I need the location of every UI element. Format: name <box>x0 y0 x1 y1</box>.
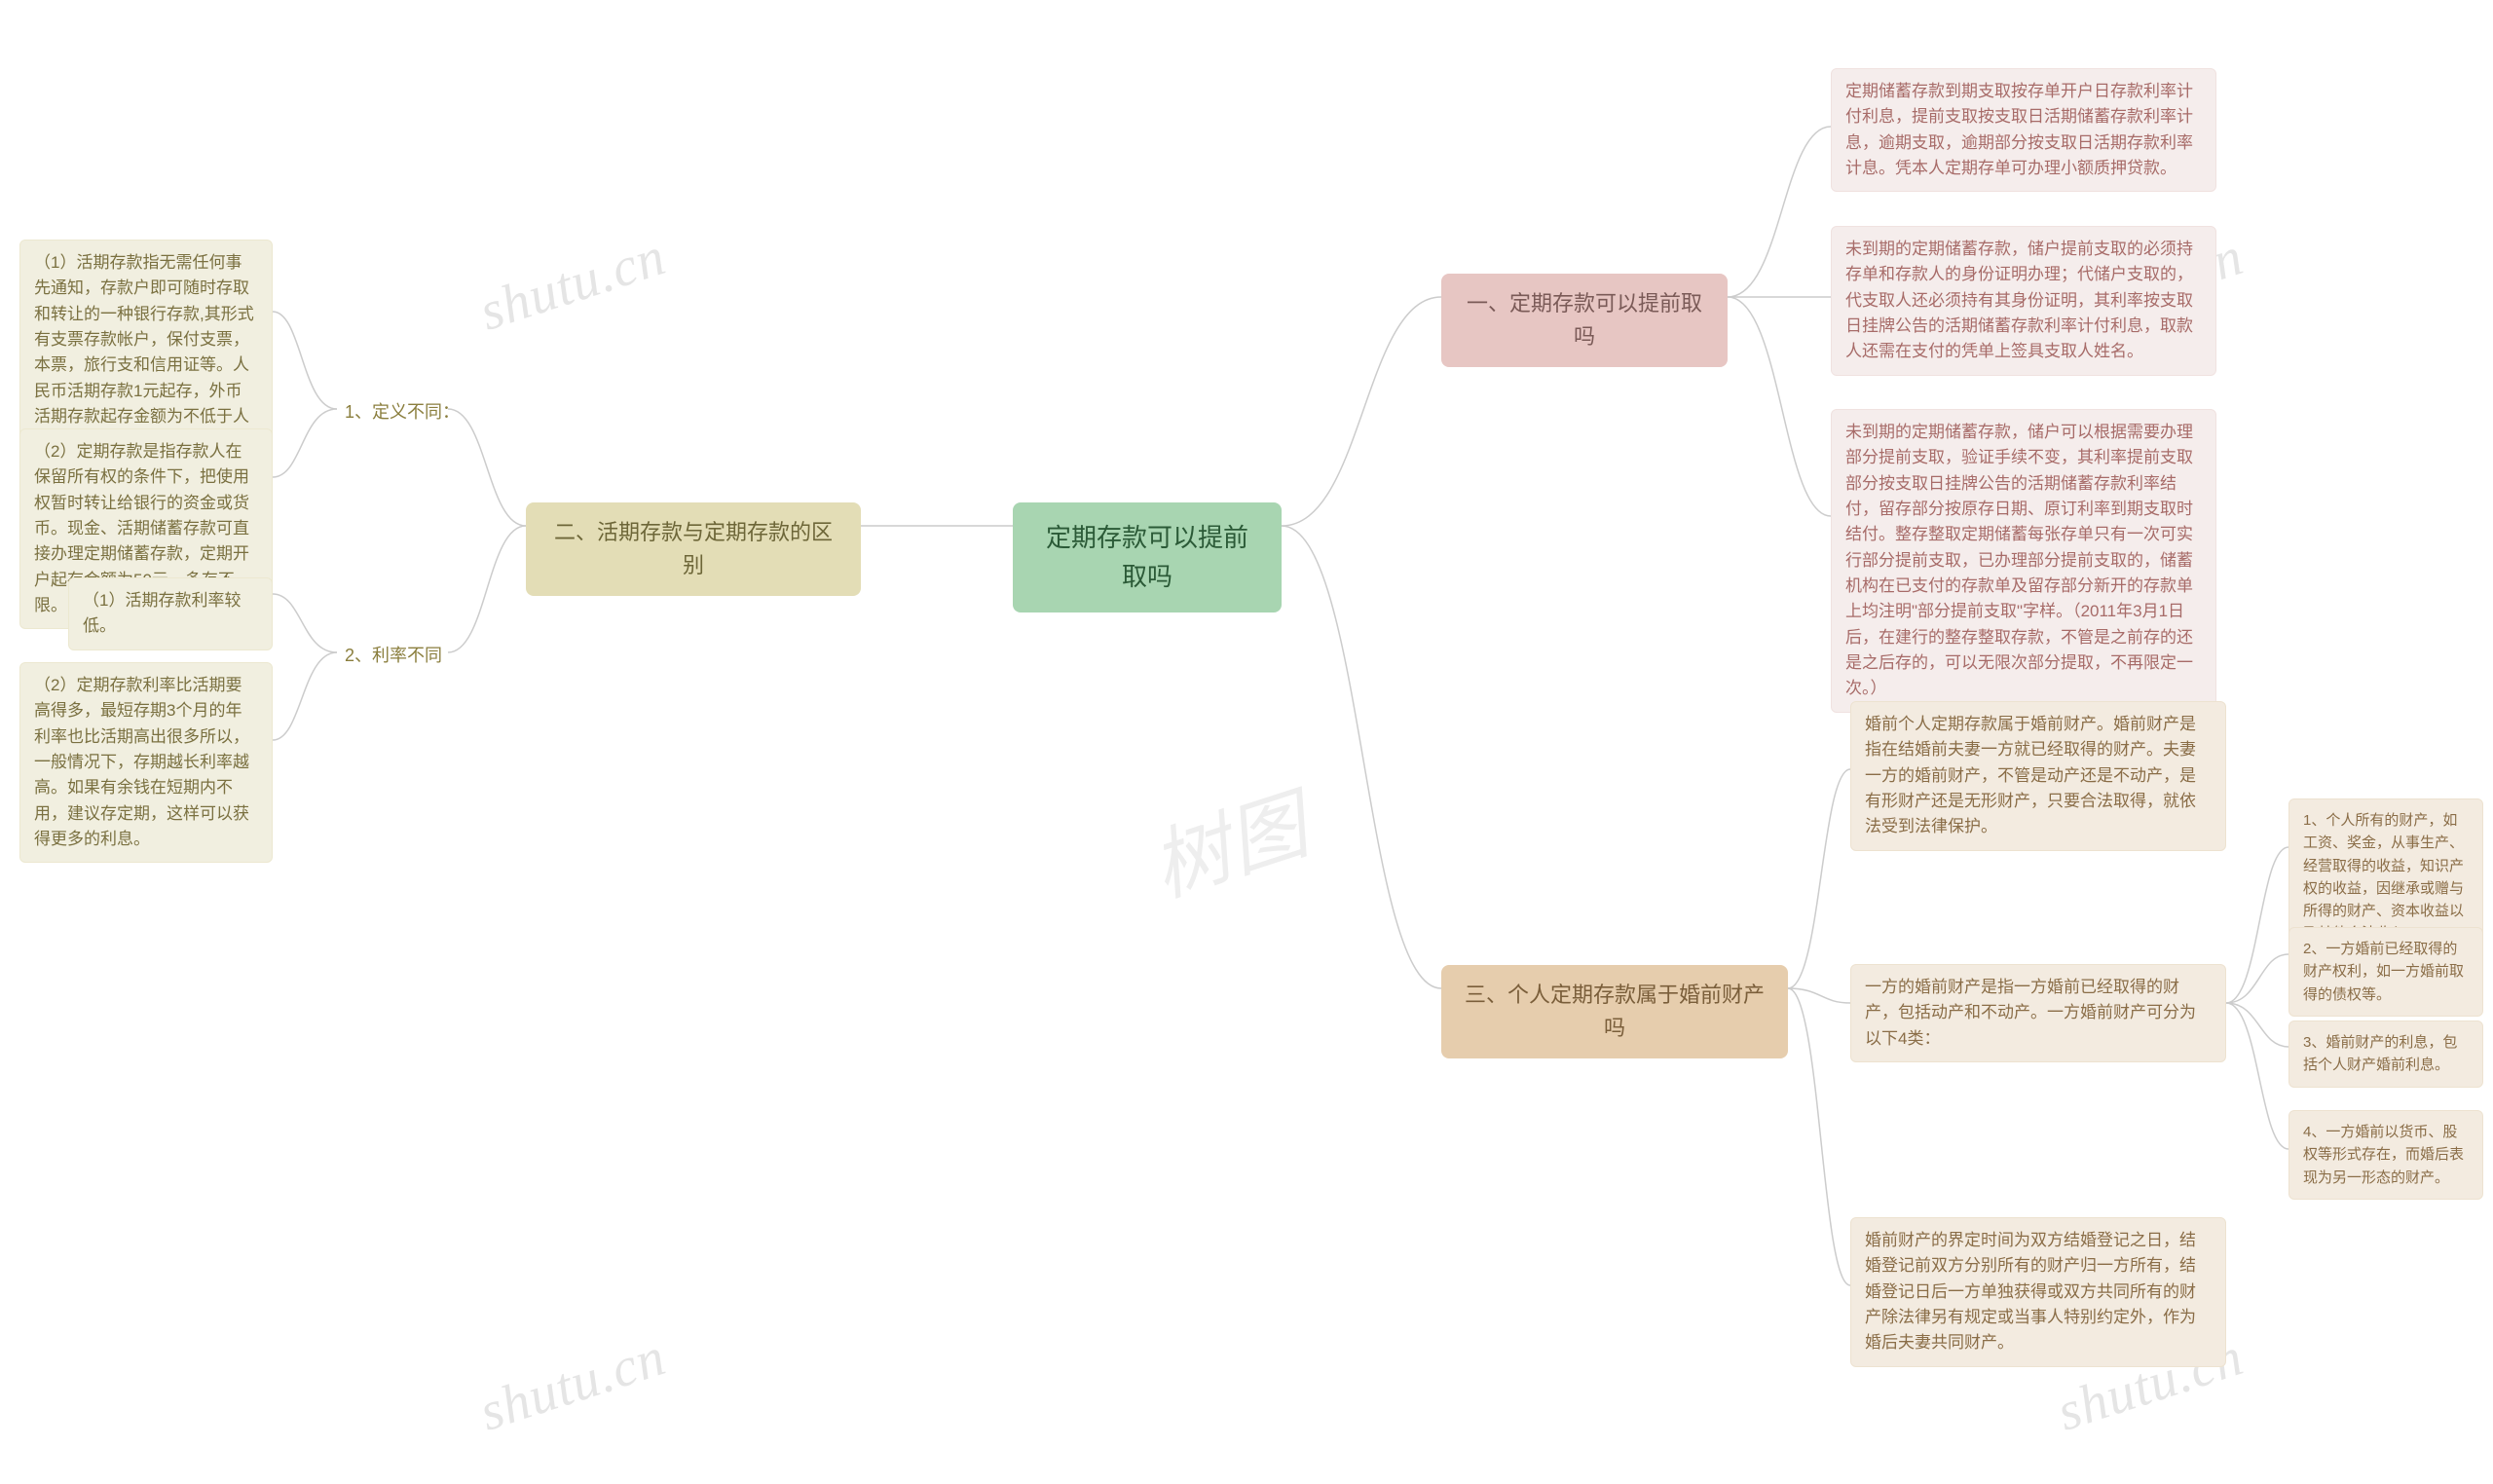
edge-b3-l1 <box>1788 769 1850 988</box>
branch-2[interactable]: 二、活期存款与定期存款的区别 <box>526 502 861 596</box>
b2-sub2-leaf1[interactable]: （1）活期存款利率较低。 <box>68 577 273 650</box>
edge-b2-s2 <box>448 526 526 652</box>
edge-b3-l2 <box>1788 988 1850 1003</box>
watermark: shutu.cn <box>472 225 673 344</box>
b3-leaf-1[interactable]: 婚前个人定期存款属于婚前财产。婚前财产是指在结婚前夫妻一方就已经取得的财产。夫妻… <box>1850 701 2226 851</box>
edge-root-b3 <box>1282 526 1441 988</box>
b3-leaf-3[interactable]: 婚前财产的界定时间为双方结婚登记之日，结婚登记前双方分别所有的财产归一方所有，结… <box>1850 1217 2226 1367</box>
b2-sub2[interactable]: 2、利率不同 <box>337 639 450 674</box>
branch-1[interactable]: 一、定期存款可以提前取吗 <box>1441 274 1728 367</box>
b3-sub2-leaf2[interactable]: 2、一方婚前已经取得的财产权利，如一方婚前取得的债权等。 <box>2288 927 2483 1017</box>
edge-b2s1-l2 <box>273 409 337 477</box>
edge-b3s2-l4 <box>2226 1003 2288 1149</box>
b1-leaf-2[interactable]: 未到期的定期储蓄存款，储户提前支取的必须持存单和存款人的身份证明办理；代储户支取… <box>1831 226 2216 376</box>
b3-sub2[interactable]: 一方的婚前财产是指一方婚前已经取得的财产，包括动产和不动产。一方婚前财产可分为以… <box>1850 964 2226 1062</box>
b3-sub2-leaf4[interactable]: 4、一方婚前以货币、股权等形式存在，而婚后表现为另一形态的财产。 <box>2288 1110 2483 1200</box>
edge-b3s2-l3 <box>2226 1003 2288 1047</box>
edge-b3s2-l2 <box>2226 954 2288 1003</box>
edge-b2s2-l2 <box>273 652 337 740</box>
branch-3[interactable]: 三、个人定期存款属于婚前财产吗 <box>1441 965 1788 1058</box>
edge-b2s2-l1 <box>273 594 337 652</box>
edge-b1-l1 <box>1728 127 1831 297</box>
mindmap-canvas: shutu.cn shutu.cn shutu.cn shutu.cn 树图 <box>0 0 2493 1484</box>
b3-sub2-leaf3[interactable]: 3、婚前财产的利息，包括个人财产婚前利息。 <box>2288 1020 2483 1088</box>
watermark: shutu.cn <box>472 1325 673 1444</box>
root-node[interactable]: 定期存款可以提前取吗 <box>1013 502 1282 612</box>
b2-sub1[interactable]: 1、定义不同： <box>337 395 467 430</box>
edge-b3s2-l1 <box>2226 847 2288 1003</box>
b1-leaf-1[interactable]: 定期储蓄存款到期支取按存单开户日存款利率计付利息，提前支取按支取日活期储蓄存款利… <box>1831 68 2216 192</box>
edge-b1-l3 <box>1728 297 1831 516</box>
watermark-center: 树图 <box>1135 762 1321 918</box>
edge-b2s1-l1 <box>273 312 337 409</box>
edge-b3-l3 <box>1788 988 1850 1285</box>
b2-sub2-leaf2[interactable]: （2）定期存款利率比活期要高得多，最短存期3个月的年利率也比活期高出很多所以，一… <box>19 662 273 863</box>
edge-root-b1 <box>1282 297 1441 526</box>
b1-leaf-3[interactable]: 未到期的定期储蓄存款，储户可以根据需要办理部分提前支取，验证手续不变，其利率提前… <box>1831 409 2216 713</box>
